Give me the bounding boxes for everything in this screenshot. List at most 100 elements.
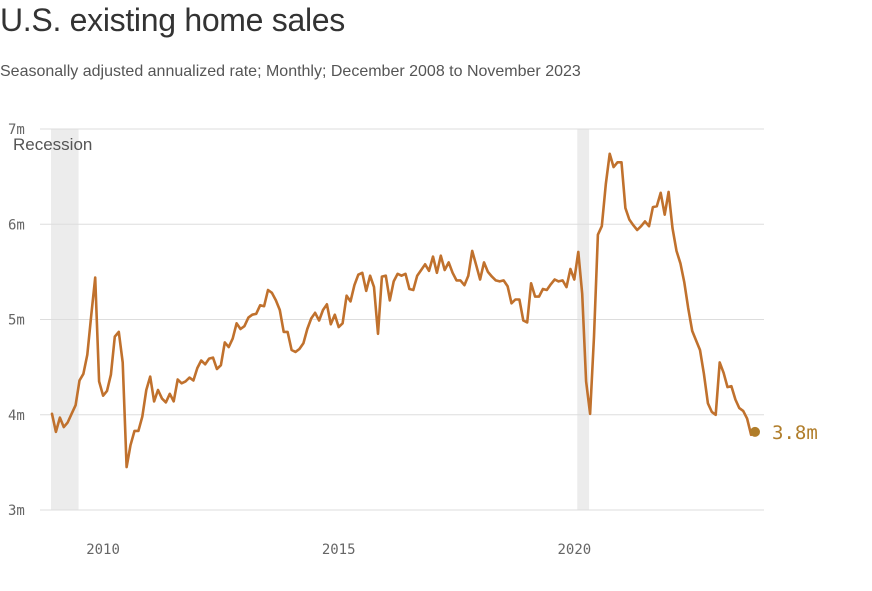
- data-point: [200, 359, 202, 361]
- data-point: [334, 314, 336, 316]
- data-point: [255, 313, 257, 315]
- data-point: [471, 250, 473, 252]
- data-point: [125, 466, 127, 468]
- data-point: [145, 389, 147, 391]
- data-point: [581, 293, 583, 295]
- data-point: [506, 285, 508, 287]
- data-point: [389, 299, 391, 301]
- data-point: [110, 374, 112, 376]
- data-point: [243, 325, 245, 327]
- data-point: [318, 319, 320, 321]
- data-point: [738, 407, 740, 409]
- data-point: [161, 397, 163, 399]
- data-point: [640, 225, 642, 227]
- data-point: [369, 274, 371, 276]
- data-point: [734, 398, 736, 400]
- recession-label: Recession: [13, 135, 92, 154]
- data-point: [483, 261, 485, 263]
- data-point: [718, 361, 720, 363]
- data-point: [624, 207, 626, 209]
- data-point: [121, 361, 123, 363]
- data-point: [628, 218, 630, 220]
- data-point: [279, 309, 281, 311]
- data-point: [184, 380, 186, 382]
- data-point: [601, 225, 603, 227]
- data-point: [310, 317, 312, 319]
- data-point: [565, 286, 567, 288]
- data-point: [542, 288, 544, 290]
- data-point: [396, 273, 398, 275]
- data-point: [208, 357, 210, 359]
- data-point: [534, 295, 536, 297]
- data-point: [51, 413, 53, 415]
- data-point: [365, 290, 367, 292]
- data-point: [463, 284, 465, 286]
- data-point: [608, 153, 610, 155]
- data-point: [695, 339, 697, 341]
- data-point: [679, 262, 681, 264]
- data-point: [231, 337, 233, 339]
- data-point: [726, 386, 728, 388]
- data-point: [283, 331, 285, 333]
- data-point: [59, 416, 61, 418]
- data-point: [102, 395, 104, 397]
- data-point: [349, 300, 351, 302]
- data-point: [153, 400, 155, 402]
- data-point: [180, 382, 182, 384]
- data-point: [192, 379, 194, 381]
- data-point: [385, 274, 387, 276]
- y-axis-ticks: 3m 4m 5m 6m 7m: [8, 122, 25, 519]
- x-tick-label: 2015: [322, 542, 356, 558]
- chart-title: U.S. existing home sales: [0, 2, 345, 38]
- data-point: [554, 278, 556, 280]
- y-tick-label: 6m: [8, 217, 25, 233]
- data-point: [302, 342, 304, 344]
- data-point: [656, 205, 658, 207]
- data-point: [522, 319, 524, 321]
- data-point: [620, 161, 622, 163]
- data-point: [204, 363, 206, 365]
- data-point: [306, 328, 308, 330]
- data-point: [106, 390, 108, 392]
- data-point: [224, 341, 226, 343]
- data-point: [239, 328, 241, 330]
- data-point: [538, 295, 540, 297]
- data-point: [722, 372, 724, 374]
- data-point: [495, 279, 497, 281]
- data-point: [404, 273, 406, 275]
- data-point: [141, 415, 143, 417]
- y-tick-label: 4m: [8, 408, 25, 424]
- data-point: [55, 431, 57, 433]
- data-point: [235, 322, 237, 324]
- data-point: [216, 368, 218, 370]
- y-tick-label: 5m: [8, 313, 25, 329]
- x-axis-ticks: 2010 2015 2020: [86, 542, 591, 558]
- data-point: [424, 263, 426, 265]
- data-point: [228, 346, 230, 348]
- data-point: [322, 309, 324, 311]
- data-point: [663, 214, 665, 216]
- last-value-marker: [750, 426, 760, 437]
- data-point: [137, 430, 139, 432]
- data-point: [526, 321, 528, 323]
- data-point: [479, 278, 481, 280]
- data-point: [98, 380, 100, 382]
- data-point: [440, 254, 442, 256]
- series-points: [51, 153, 756, 469]
- data-point: [569, 268, 571, 270]
- data-point: [86, 354, 88, 356]
- data-point: [715, 414, 717, 416]
- data-point: [561, 279, 563, 281]
- data-point: [67, 421, 69, 423]
- data-point: [742, 410, 744, 412]
- data-point: [173, 400, 175, 402]
- data-point: [605, 183, 607, 185]
- data-point: [416, 274, 418, 276]
- data-point: [447, 261, 449, 263]
- data-point: [294, 351, 296, 353]
- chart-subtitle: Seasonally adjusted annualized rate; Mon…: [0, 63, 581, 80]
- data-point: [589, 413, 591, 415]
- data-point: [616, 161, 618, 163]
- data-point: [165, 401, 167, 403]
